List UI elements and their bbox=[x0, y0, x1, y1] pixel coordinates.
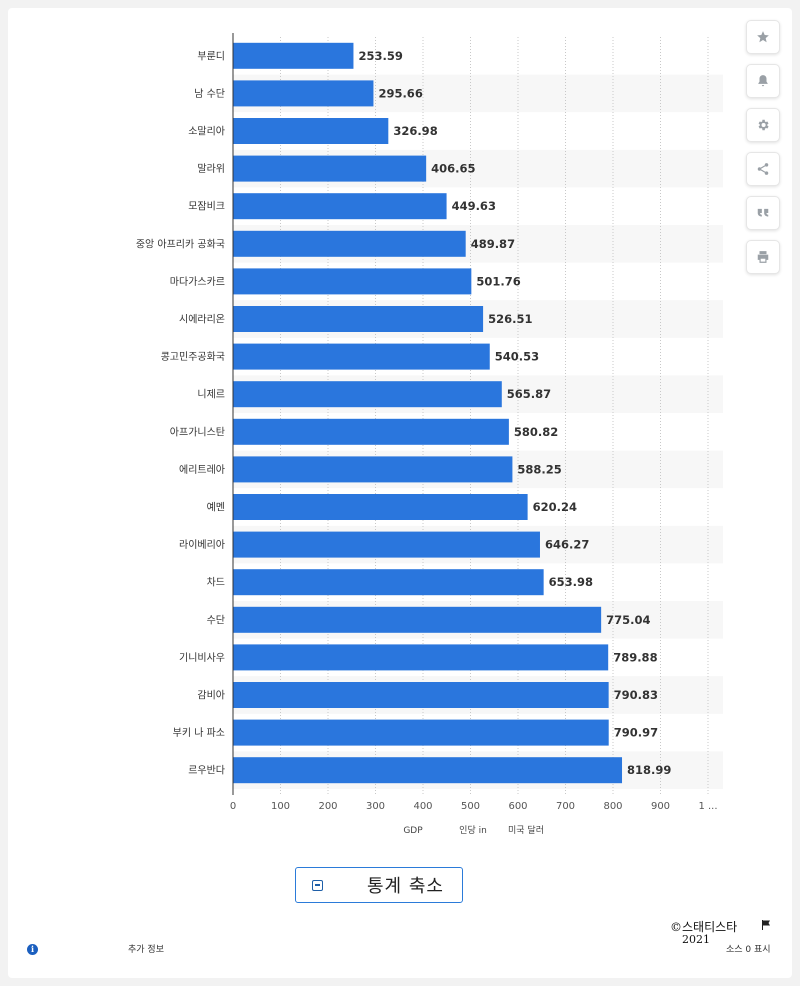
bar bbox=[233, 343, 490, 370]
category-label: 소말리아 bbox=[188, 126, 225, 138]
bar bbox=[233, 719, 609, 746]
bar bbox=[233, 118, 389, 144]
category-label: 차드 bbox=[207, 577, 225, 589]
category-label: 라이베리아 bbox=[179, 539, 225, 551]
bar bbox=[233, 42, 354, 69]
notification-button[interactable] bbox=[746, 64, 780, 98]
bell-icon bbox=[758, 75, 768, 87]
x-tick-label: 400 bbox=[413, 801, 432, 812]
value-label: 295.66 bbox=[378, 86, 422, 100]
category-label: 말라위 bbox=[197, 162, 225, 175]
chart-card: 0 100 200 300 400 500 600 700 800 900 1 ... 부룬디 253.… bbox=[8, 8, 792, 978]
more-info-link[interactable]: 추가 정보 bbox=[128, 945, 164, 955]
category-label: 중앙 아프리카 공화국 bbox=[136, 238, 225, 250]
x-tick-label: 600 bbox=[508, 801, 527, 812]
category-label: 르우반다 bbox=[188, 765, 225, 777]
bar bbox=[233, 155, 427, 182]
value-label: 565.87 bbox=[507, 387, 551, 401]
bar bbox=[233, 230, 466, 257]
bar-chart: 0 100 200 300 400 500 600 700 800 900 1 ... 부룬디 253.… bbox=[136, 33, 723, 836]
settings-button[interactable] bbox=[746, 108, 780, 142]
bar bbox=[233, 456, 513, 483]
category-label: 부키 나 파소 bbox=[173, 727, 225, 739]
x-tick-label: 100 bbox=[271, 801, 290, 812]
category-label: 아프가니스탄 bbox=[170, 426, 225, 438]
x-tick-label: 200 bbox=[318, 801, 337, 812]
value-label: 406.65 bbox=[431, 162, 475, 176]
value-label: 653.98 bbox=[549, 575, 593, 589]
info-icon[interactable]: i bbox=[27, 944, 38, 955]
category-label: 남 수단 bbox=[194, 88, 225, 100]
bar bbox=[233, 682, 609, 708]
print-button[interactable] bbox=[746, 240, 780, 274]
x-tick-label: 800 bbox=[603, 801, 622, 812]
value-label: 253.59 bbox=[358, 49, 402, 63]
category-label: 수단 bbox=[207, 614, 225, 626]
value-label: 526.51 bbox=[488, 312, 532, 326]
value-label: 501.76 bbox=[476, 274, 520, 288]
value-label: 789.88 bbox=[613, 650, 657, 664]
x-tick-label: 1 ... bbox=[698, 801, 717, 812]
value-label: 326.98 bbox=[393, 124, 437, 138]
favorite-button[interactable] bbox=[746, 20, 780, 54]
category-label: 니제르 bbox=[197, 389, 225, 401]
value-label: 775.04 bbox=[606, 613, 650, 627]
bar bbox=[233, 193, 447, 220]
collapse-button-label: 통계 축소 bbox=[367, 876, 444, 897]
category-label: 예멘 bbox=[207, 502, 225, 514]
share-button[interactable] bbox=[746, 152, 780, 186]
category-label: 부룬디 bbox=[197, 50, 225, 62]
value-label: 818.99 bbox=[627, 763, 671, 777]
category-label: 시에라리온 bbox=[179, 314, 225, 326]
category-label: 에리트레아 bbox=[179, 464, 225, 476]
x-tick-label: 900 bbox=[651, 801, 670, 812]
copyright-year: 2021 bbox=[682, 933, 710, 946]
share-icon bbox=[757, 163, 769, 175]
bar bbox=[233, 80, 374, 107]
minus-box-icon bbox=[312, 879, 323, 891]
value-label: 489.87 bbox=[471, 237, 515, 251]
collapse-statistic-button[interactable]: 통계 축소 bbox=[295, 867, 463, 903]
category-label: 마다가스카르 bbox=[170, 276, 225, 288]
value-label: 790.83 bbox=[614, 688, 658, 702]
value-label: 588.25 bbox=[517, 462, 561, 476]
x-tick-label: 700 bbox=[556, 801, 575, 812]
print-icon bbox=[757, 251, 769, 263]
flag-icon[interactable] bbox=[760, 919, 772, 931]
gear-icon bbox=[758, 119, 769, 131]
bar bbox=[233, 644, 609, 671]
bar bbox=[233, 757, 623, 784]
show-source-link[interactable]: 소스 0 표시 bbox=[726, 945, 771, 955]
bar bbox=[233, 494, 528, 520]
category-label: 모잠비크 bbox=[188, 201, 225, 213]
value-label: 790.97 bbox=[614, 726, 658, 740]
category-label: 기니비사우 bbox=[179, 652, 225, 664]
x-tick-label: 0 bbox=[230, 801, 236, 812]
cite-button[interactable] bbox=[746, 196, 780, 230]
star-icon bbox=[757, 31, 769, 43]
side-toolbar bbox=[746, 20, 780, 284]
category-label: 콩고민주공화국 bbox=[161, 351, 225, 363]
bar bbox=[233, 531, 540, 558]
bar bbox=[233, 569, 544, 596]
value-label: 449.63 bbox=[452, 199, 496, 213]
bar bbox=[233, 381, 502, 408]
x-axis-title: GDP bbox=[403, 826, 423, 836]
value-label: 620.24 bbox=[533, 500, 577, 514]
quote-icon bbox=[757, 208, 769, 217]
x-axis-title: 인당 in bbox=[459, 825, 487, 836]
value-label: 646.27 bbox=[545, 538, 589, 552]
bar bbox=[233, 606, 602, 633]
bar bbox=[233, 306, 484, 332]
x-tick-label: 500 bbox=[461, 801, 480, 812]
x-axis-title: 미국 달러 bbox=[508, 824, 544, 836]
copyright-text[interactable]: ©스태티스타 bbox=[670, 920, 738, 934]
bar bbox=[233, 418, 509, 445]
category-label: 감비아 bbox=[197, 690, 225, 702]
bar bbox=[233, 268, 472, 295]
value-label: 540.53 bbox=[495, 350, 539, 364]
value-label: 580.82 bbox=[514, 425, 558, 439]
x-tick-label: 300 bbox=[366, 801, 385, 812]
